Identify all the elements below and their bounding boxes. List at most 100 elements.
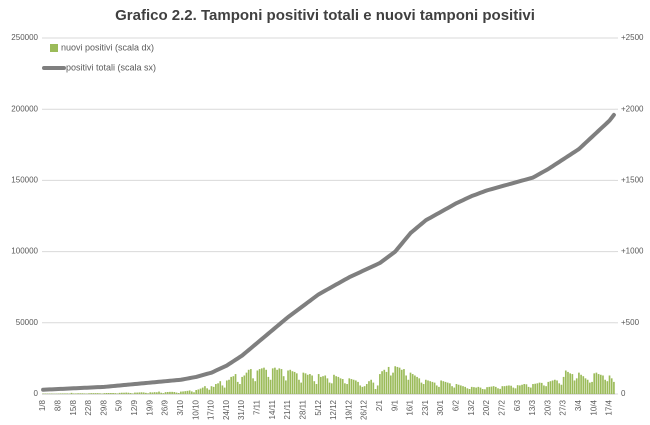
bar (403, 369, 405, 394)
x-tick-label: 31/10 (237, 399, 246, 420)
x-tick-label: 17/4 (605, 399, 614, 415)
x-tick-label: 16/1 (406, 399, 415, 415)
bar (70, 392, 73, 394)
bar (221, 385, 224, 394)
bar (400, 369, 403, 394)
bar (536, 383, 539, 394)
bar (175, 392, 178, 394)
bar (186, 390, 189, 394)
y2-tick-label: +500 (621, 318, 640, 327)
bar (208, 389, 211, 394)
bar (599, 374, 602, 394)
x-tick-label: 20/3 (543, 399, 552, 415)
bar (556, 380, 558, 394)
x-tick-label: 28/11 (298, 399, 307, 419)
bar (344, 383, 346, 394)
bar (295, 373, 298, 394)
x-tick-label: 8/8 (54, 399, 63, 411)
bar (562, 376, 565, 394)
bar (558, 383, 561, 394)
bar (204, 386, 206, 394)
bar (424, 379, 427, 394)
bar (269, 379, 272, 394)
bar (606, 381, 609, 394)
bar (326, 378, 329, 394)
x-tick-label: 17/10 (207, 399, 216, 420)
x-tick-label: 23/1 (421, 399, 430, 415)
bar (376, 385, 379, 394)
bar (363, 386, 366, 394)
bar (451, 386, 453, 394)
bar (455, 384, 458, 394)
bar (339, 378, 342, 394)
bar (215, 384, 217, 394)
x-tick-label: 13/3 (528, 399, 537, 415)
bar (313, 381, 316, 394)
legend-label: positivi totali (scala sx) (66, 62, 156, 72)
bar (193, 392, 195, 394)
bar (604, 379, 606, 394)
bar (291, 371, 294, 394)
bar (457, 384, 460, 394)
x-tick-label: 26/9 (161, 399, 170, 415)
bar (260, 368, 263, 394)
bar (236, 381, 239, 394)
bar (328, 382, 331, 394)
bar (282, 376, 285, 394)
bar (160, 392, 163, 394)
bar (438, 386, 440, 394)
bar (287, 370, 289, 394)
bar (177, 393, 180, 394)
x-tick-label: 10/4 (589, 399, 598, 415)
bar (449, 383, 451, 394)
bar (409, 372, 412, 394)
bar (173, 392, 176, 394)
bar (309, 374, 311, 394)
bar (370, 379, 372, 394)
bar (532, 384, 534, 394)
bar (206, 388, 208, 394)
bar (540, 382, 543, 394)
x-tick-label: 19/12 (344, 399, 353, 420)
bar (350, 379, 353, 394)
bar (337, 376, 340, 394)
bar (427, 380, 429, 394)
bar (245, 372, 248, 394)
bar (116, 393, 119, 394)
bar (90, 393, 93, 394)
bar (567, 371, 569, 394)
bar (591, 381, 593, 394)
bar (545, 386, 547, 394)
bar (77, 393, 79, 394)
bar (492, 386, 495, 394)
bar (335, 376, 337, 394)
bar (398, 367, 401, 394)
x-tick-label: 10/10 (191, 399, 200, 420)
bar (416, 376, 418, 394)
x-tick-label: 15/8 (69, 399, 78, 415)
bar (142, 392, 145, 394)
bar (468, 389, 471, 394)
bar (112, 393, 114, 394)
bar (180, 391, 182, 394)
bar (357, 381, 359, 394)
bar (320, 376, 322, 394)
x-tick-label: 22/8 (84, 399, 93, 415)
bar (263, 367, 265, 394)
bar (543, 385, 545, 394)
bar (134, 392, 136, 394)
bar (195, 390, 198, 394)
bar (125, 392, 128, 394)
bar (190, 391, 193, 394)
bar (333, 374, 335, 394)
bar (232, 376, 235, 394)
bar (99, 393, 101, 394)
bar (508, 385, 510, 394)
bar (484, 389, 486, 394)
y2-tick-label: +1000 (621, 247, 644, 256)
bar (494, 386, 497, 394)
bar (184, 391, 187, 394)
bar (289, 369, 292, 394)
x-tick-label: 9/1 (390, 399, 399, 411)
